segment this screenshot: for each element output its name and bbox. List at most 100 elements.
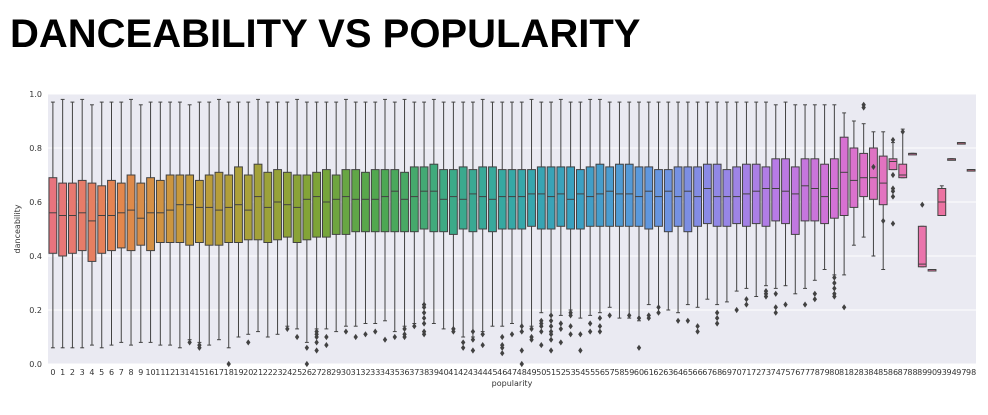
x-tick-label: 15 bbox=[194, 368, 204, 377]
box-body bbox=[917, 225, 927, 268]
x-tick-label: 61 bbox=[644, 368, 654, 377]
outlier-point bbox=[314, 347, 319, 354]
box-83 bbox=[859, 101, 869, 238]
outlier-point bbox=[714, 320, 720, 327]
outlier-point bbox=[773, 309, 778, 316]
outlier-point bbox=[412, 323, 417, 330]
box-60 bbox=[634, 101, 644, 351]
box-58 bbox=[615, 101, 624, 319]
box-body bbox=[507, 169, 517, 230]
box-body bbox=[400, 171, 409, 233]
x-tick-label: 88 bbox=[907, 368, 917, 377]
x-tick-label: 80 bbox=[829, 368, 839, 377]
box-44 bbox=[478, 98, 488, 349]
box-body bbox=[556, 166, 566, 227]
box-body bbox=[839, 136, 849, 216]
y-tick-label: 0.6 bbox=[29, 198, 42, 207]
outlier-point bbox=[597, 323, 603, 330]
outlier-point bbox=[744, 301, 749, 308]
outlier-point bbox=[304, 360, 310, 368]
box-body bbox=[712, 163, 722, 227]
x-tick-label: 24 bbox=[282, 368, 292, 377]
box-body bbox=[566, 166, 576, 230]
box-98 bbox=[966, 169, 976, 172]
x-tick-label: 93 bbox=[937, 368, 947, 377]
box-38 bbox=[419, 101, 429, 338]
box-40 bbox=[439, 101, 449, 330]
x-tick-label: 78 bbox=[810, 368, 820, 377]
outlier-point bbox=[871, 163, 876, 170]
outlier-point bbox=[773, 290, 778, 297]
x-tick-label: 42 bbox=[458, 368, 468, 377]
outlier-point bbox=[548, 317, 554, 324]
x-tick-label: 32 bbox=[360, 368, 370, 377]
box-body bbox=[351, 169, 361, 233]
outlier-point bbox=[519, 347, 524, 354]
outlier-point bbox=[558, 320, 564, 327]
x-tick-label: 83 bbox=[859, 368, 869, 377]
x-tick-label: 73 bbox=[761, 368, 771, 377]
box-body bbox=[273, 169, 282, 241]
box-body bbox=[615, 163, 624, 227]
box-31 bbox=[351, 101, 361, 341]
outlier-point bbox=[451, 328, 456, 335]
x-tick-label: 14 bbox=[185, 368, 195, 377]
outlier-point bbox=[470, 328, 476, 335]
box-90 bbox=[927, 269, 937, 272]
x-tick-label: 37 bbox=[409, 368, 419, 377]
outlier-point bbox=[470, 336, 476, 343]
box-73 bbox=[761, 101, 771, 300]
box-77 bbox=[800, 104, 810, 308]
x-tick-label: 60 bbox=[634, 368, 644, 377]
box-body bbox=[370, 169, 380, 233]
box-plots bbox=[48, 98, 976, 368]
box-body bbox=[48, 177, 58, 254]
outlier-point bbox=[421, 328, 427, 335]
box-body bbox=[517, 169, 527, 230]
box-body bbox=[116, 182, 126, 249]
x-tick-label: 51 bbox=[546, 368, 556, 377]
outlier-point bbox=[607, 312, 612, 319]
x-tick-label: 44 bbox=[478, 368, 488, 377]
x-tick-label: 81 bbox=[839, 368, 849, 377]
x-tick-label: 77 bbox=[800, 368, 810, 377]
box-body bbox=[810, 158, 820, 222]
x-tick-label: 8 bbox=[128, 368, 133, 377]
box-body bbox=[195, 179, 204, 243]
x-tick-label: 21 bbox=[253, 368, 263, 377]
x-tick-label: 49 bbox=[526, 368, 536, 377]
y-tick-label: 0.4 bbox=[29, 252, 42, 261]
box-body bbox=[742, 163, 751, 227]
outlier-point bbox=[519, 328, 524, 335]
outlier-point bbox=[529, 333, 534, 341]
box-30 bbox=[341, 98, 351, 335]
outlier-point bbox=[568, 323, 573, 330]
box-70 bbox=[732, 101, 742, 314]
x-tick-label: 90 bbox=[927, 368, 937, 377]
box-67 bbox=[702, 101, 712, 300]
x-axis-label: popularity bbox=[492, 379, 533, 388]
box-75 bbox=[781, 101, 790, 308]
box-47 bbox=[507, 101, 517, 338]
outlier-point bbox=[890, 185, 896, 192]
box-body bbox=[214, 171, 224, 246]
x-tick-label: 76 bbox=[790, 368, 800, 377]
box-body bbox=[243, 174, 253, 241]
box-body bbox=[341, 169, 351, 235]
outlier-point bbox=[890, 171, 896, 179]
outlier-point bbox=[783, 301, 788, 308]
x-tick-label: 54 bbox=[575, 368, 585, 377]
x-tick-label: 52 bbox=[556, 368, 566, 377]
outlier-point bbox=[900, 128, 905, 135]
x-tick-label: 48 bbox=[517, 368, 527, 377]
box-body bbox=[702, 163, 712, 225]
box-53 bbox=[566, 101, 576, 338]
x-tick-label: 9 bbox=[138, 368, 143, 377]
x-tick-label: 11 bbox=[155, 368, 165, 377]
box-body bbox=[536, 166, 546, 230]
outlier-point bbox=[832, 274, 837, 281]
box-42 bbox=[458, 101, 468, 351]
outlier-point bbox=[656, 309, 661, 316]
x-tick-label: 28 bbox=[321, 368, 331, 377]
